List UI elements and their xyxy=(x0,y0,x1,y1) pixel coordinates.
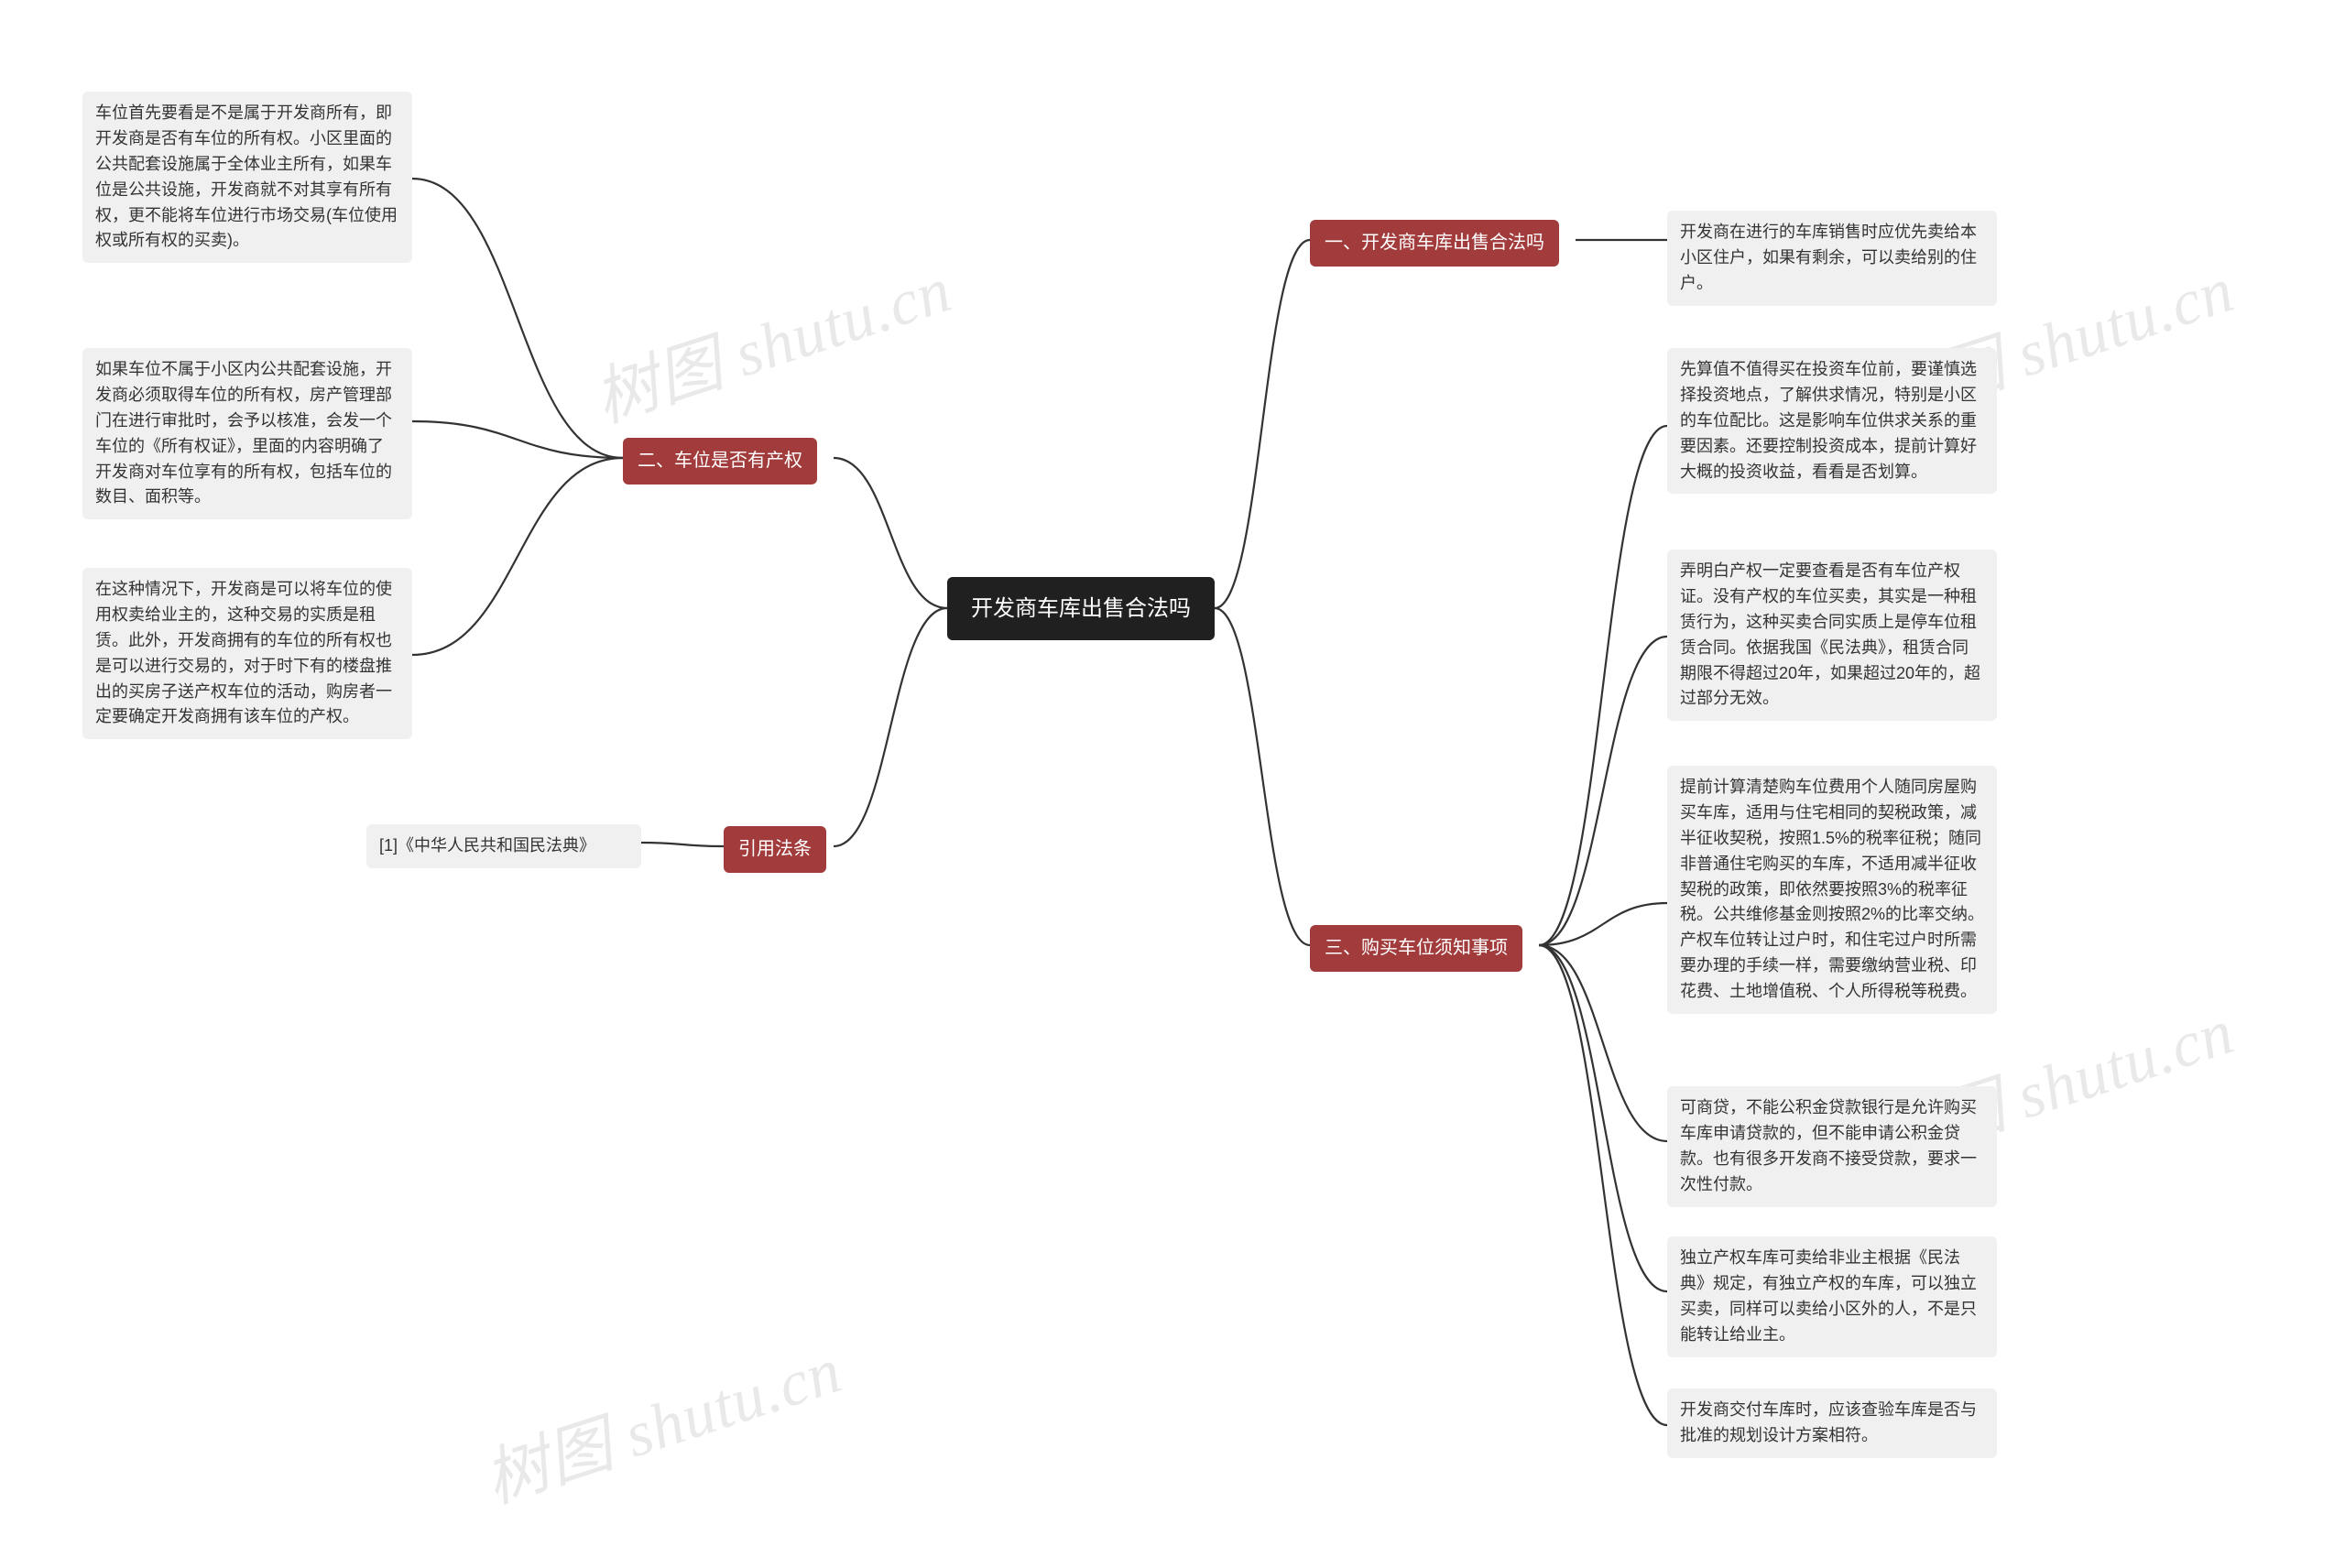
leaf-l2c: 在这种情况下，开发商是可以将车位的使用权卖给业主的，这种交易的实质是租赁。此外，… xyxy=(82,568,412,739)
leaf-lref: [1]《中华人民共和国民法典》 xyxy=(366,824,641,868)
leaf-l3c: 提前计算清楚购车位费用个人随同房屋购买车库，适用与住宅相同的契税政策，减半征收契… xyxy=(1667,766,1997,1014)
leaf-l3b: 弄明白产权一定要查看是否有车位产权证。没有产权的车位买卖，其实是一种租赁行为，这… xyxy=(1667,550,1997,721)
leaf-l3e: 独立产权车库可卖给非业主根据《民法典》规定，有独立产权的车库，可以独立买卖，同样… xyxy=(1667,1236,1997,1357)
branch-b3: 三、购买车位须知事项 xyxy=(1310,925,1522,972)
leaf-l2b: 如果车位不属于小区内公共配套设施，开发商必须取得车位的所有权，房产管理部门在进行… xyxy=(82,348,412,519)
root-node: 开发商车库出售合法吗 xyxy=(947,577,1215,640)
branch-b1: 一、开发商车库出售合法吗 xyxy=(1310,220,1559,267)
leaf-l3d: 可商贷，不能公积金贷款银行是允许购买车库申请贷款的，但不能申请公积金贷款。也有很… xyxy=(1667,1086,1997,1207)
branch-b2: 二、车位是否有产权 xyxy=(623,438,817,485)
leaf-l1a: 开发商在进行的车库销售时应优先卖给本小区住户，如果有剩余，可以卖给别的住户。 xyxy=(1667,211,1997,306)
watermark-0: 树图 shutu.cn xyxy=(581,238,961,441)
leaf-l3f: 开发商交付车库时，应该查验车库是否与批准的规划设计方案相符。 xyxy=(1667,1388,1997,1458)
mindmap-canvas: 树图 shutu.cn树图 shutu.cn树图 shutu.cn树图 shut… xyxy=(0,0,2345,1568)
watermark-3: 树图 shutu.cn xyxy=(471,1319,851,1521)
branch-b_ref: 引用法条 xyxy=(724,826,826,873)
leaf-l2a: 车位首先要看是不是属于开发商所有，即开发商是否有车位的所有权。小区里面的公共配套… xyxy=(82,92,412,263)
leaf-l3a: 先算值不值得买在投资车位前，要谨慎选择投资地点，了解供求情况，特别是小区的车位配… xyxy=(1667,348,1997,494)
